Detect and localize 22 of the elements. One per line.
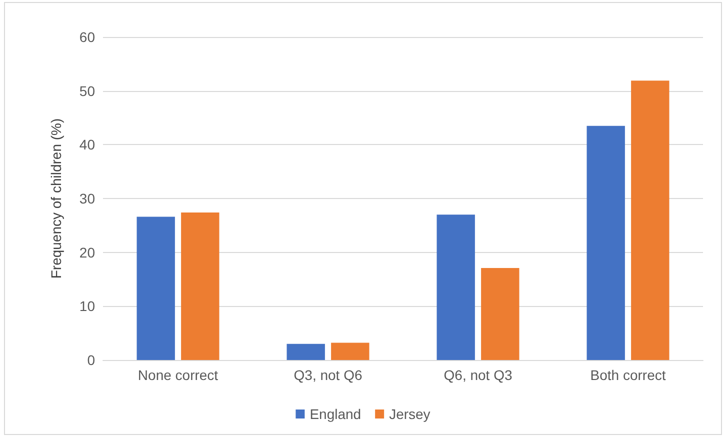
y-tick-label: 0	[87, 352, 96, 368]
y-tick-label: 30	[79, 190, 96, 206]
bar	[181, 212, 220, 360]
bar	[136, 216, 175, 360]
bar	[436, 214, 475, 360]
y-tick-label: 60	[79, 29, 96, 45]
bar	[586, 126, 625, 360]
x-tick-label: Q3, not Q6	[294, 367, 362, 383]
bar	[631, 80, 670, 360]
y-tick-label: 50	[79, 82, 96, 99]
bar	[331, 342, 370, 360]
y-tick-label: 40	[79, 136, 96, 153]
legend-label: England	[310, 406, 362, 422]
y-axis-title: Frequency of children (%)	[48, 118, 64, 279]
y-tick-label: 10	[79, 298, 96, 314]
legend-label: Jersey	[389, 406, 430, 422]
x-tick-label: None correct	[138, 367, 218, 383]
y-tick-label: 20	[79, 244, 96, 260]
x-tick-label: Both correct	[590, 367, 666, 383]
x-tick-label: Q6, not Q3	[444, 367, 512, 383]
bar	[481, 268, 520, 360]
bar	[286, 344, 325, 360]
